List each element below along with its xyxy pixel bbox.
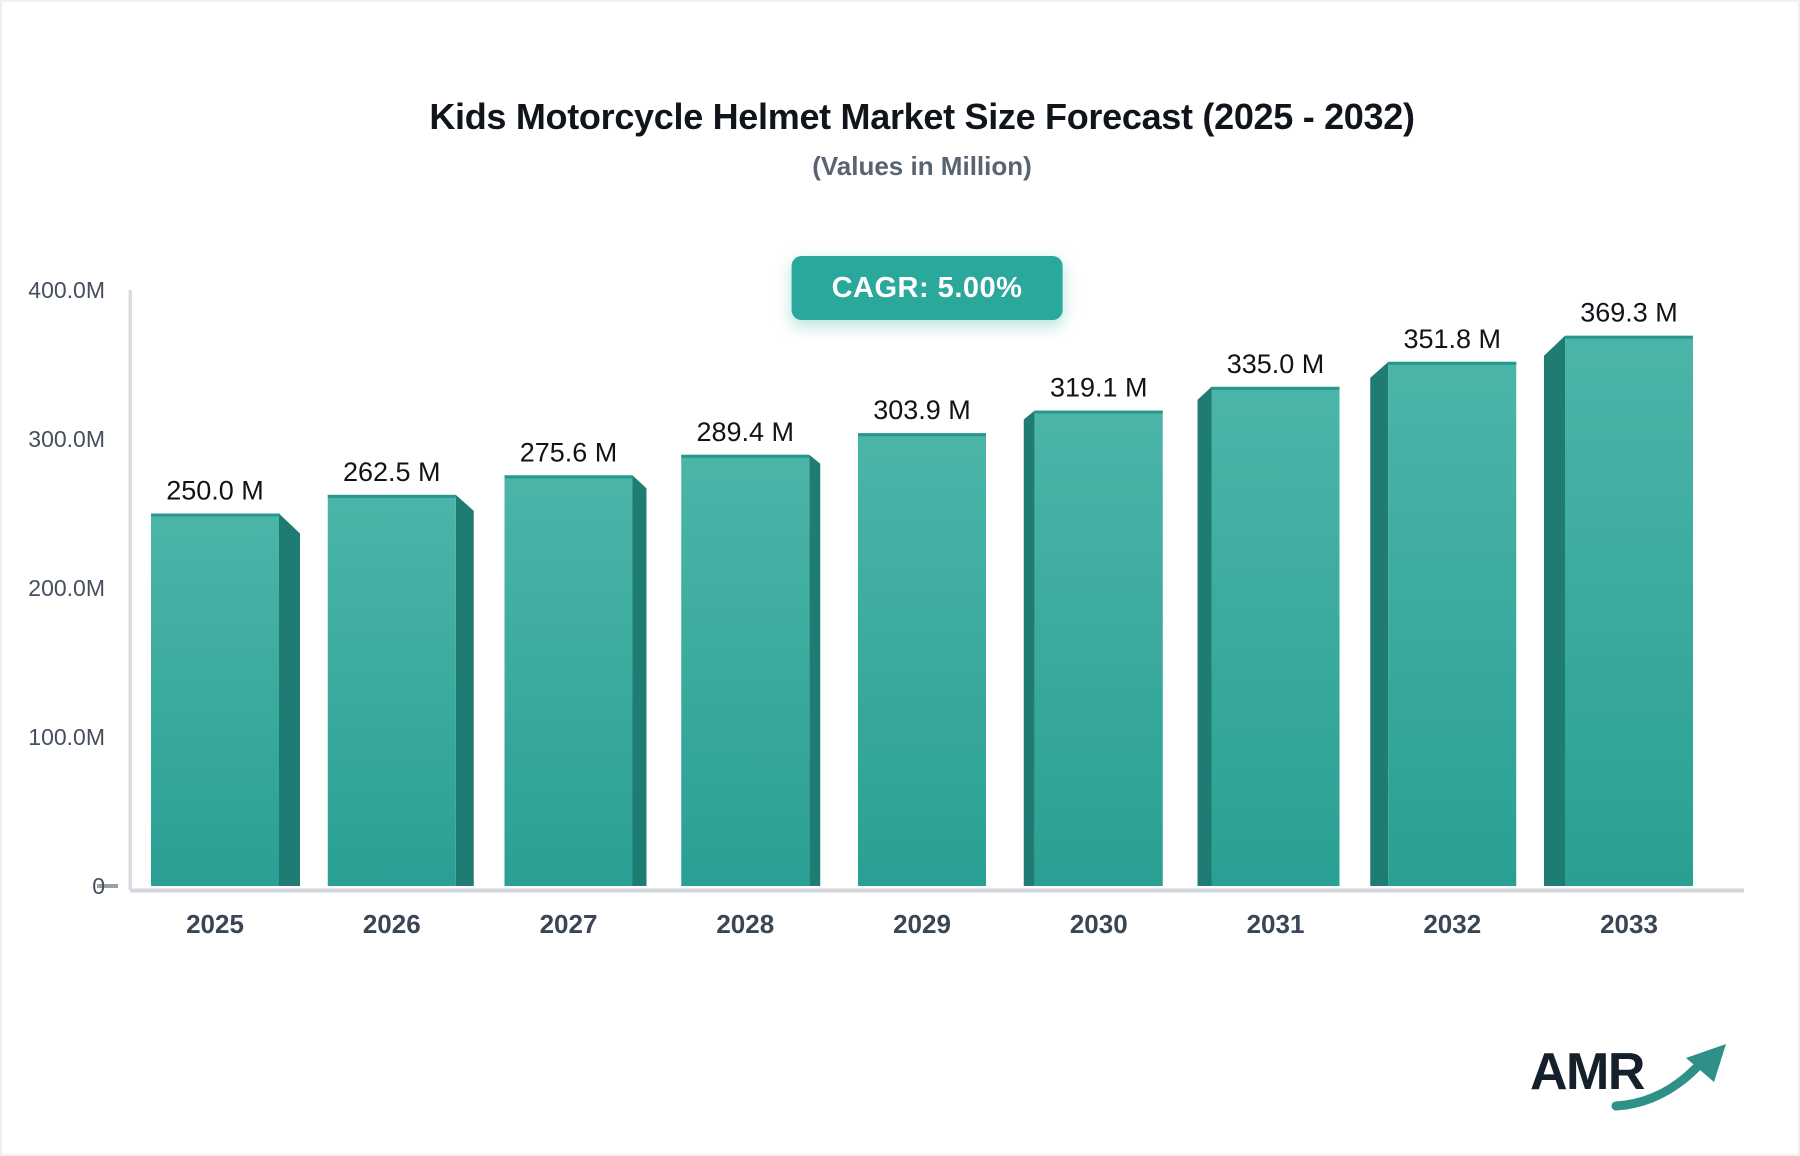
bar-2033: 369.3 M 2033 xyxy=(1544,298,1693,939)
x-tick-label-2025: 2025 xyxy=(186,909,244,939)
bar-value-label-2025: 250.0 M xyxy=(166,476,264,506)
bar-top-edge-2026 xyxy=(327,494,456,498)
bar-value-label-2028: 289.4 M xyxy=(696,417,794,447)
bar-front-face-2030 xyxy=(1034,410,1163,886)
bar-front-face-2029 xyxy=(858,433,986,886)
logo-text: AMR xyxy=(1530,1043,1645,1101)
bar-top-edge-2027 xyxy=(504,475,633,479)
bar-side-face-2025 xyxy=(279,513,300,886)
y-axis-line xyxy=(128,290,132,890)
bar-side-face-2027 xyxy=(632,475,647,886)
zero-tick-mark xyxy=(97,884,118,888)
bar-top-edge-2030 xyxy=(1034,410,1163,414)
bar-front-face-2032 xyxy=(1388,361,1517,886)
bar-2027: 275.6 M 2027 xyxy=(504,437,647,939)
bar-2031: 335.0 M 2031 xyxy=(1197,349,1340,939)
bar-front-face-2028 xyxy=(681,454,810,886)
bar-2029: 303.9 M 2029 xyxy=(858,395,986,939)
bar-top-edge-2025 xyxy=(151,513,279,517)
bar-side-face-2033 xyxy=(1544,335,1565,886)
y-tick-label-100.0M: 100.0M xyxy=(28,724,105,750)
bar-side-face-2028 xyxy=(809,454,821,886)
logo-growth-arrow-icon xyxy=(1611,1044,1726,1111)
x-tick-label-2030: 2030 xyxy=(1070,909,1128,939)
x-tick-label-2028: 2028 xyxy=(716,909,774,939)
bar-value-label-2032: 351.8 M xyxy=(1403,324,1501,354)
y-tick-label-400.0M: 400.0M xyxy=(28,277,105,303)
bar-top-edge-2032 xyxy=(1388,361,1517,365)
page-subtitle: (Values in Million) xyxy=(812,151,1032,181)
x-tick-label-2033: 2033 xyxy=(1600,909,1658,939)
bar-top-edge-2028 xyxy=(681,454,810,458)
bar-side-face-2026 xyxy=(455,494,474,886)
bar-top-edge-2031 xyxy=(1211,386,1340,390)
y-tick-label-200.0M: 200.0M xyxy=(28,575,105,601)
bar-2026: 262.5 M 2026 xyxy=(327,457,474,939)
bar-2025: 250.0 M 2025 xyxy=(151,476,300,939)
bar-top-edge-2033 xyxy=(1565,335,1693,339)
bar-2032: 351.8 M 2032 xyxy=(1370,324,1517,939)
bar-value-label-2026: 262.5 M xyxy=(343,457,441,487)
x-tick-label-2027: 2027 xyxy=(540,909,598,939)
bar-front-face-2033 xyxy=(1565,335,1693,886)
x-tick-label-2026: 2026 xyxy=(363,909,421,939)
page-title: Kids Motorcycle Helmet Market Size Forec… xyxy=(429,96,1415,137)
bar-side-face-2031 xyxy=(1197,386,1212,886)
y-tick-label-300.0M: 300.0M xyxy=(28,426,105,452)
x-axis-line xyxy=(130,888,1744,893)
bar-2030: 319.1 M 2030 xyxy=(1023,373,1163,939)
x-tick-label-2031: 2031 xyxy=(1247,909,1305,939)
bar-front-face-2025 xyxy=(151,513,279,886)
bar-front-face-2026 xyxy=(327,494,456,886)
bar-value-label-2033: 369.3 M xyxy=(1580,298,1678,328)
bar-front-face-2027 xyxy=(504,475,633,886)
bar-2028: 289.4 M 2028 xyxy=(681,417,821,939)
y-tick-label-0: 0 xyxy=(92,873,105,899)
cagr-badge: CAGR: 5.00% xyxy=(791,256,1063,320)
x-tick-label-2029: 2029 xyxy=(893,909,951,939)
x-tick-label-2032: 2032 xyxy=(1423,909,1481,939)
bar-front-face-2031 xyxy=(1211,386,1340,886)
bar-value-label-2031: 335.0 M xyxy=(1227,349,1325,379)
bar-value-label-2027: 275.6 M xyxy=(520,437,618,467)
bar-side-face-2032 xyxy=(1370,361,1389,886)
amr-logo: AMR xyxy=(1530,1036,1760,1131)
bar-value-label-2029: 303.9 M xyxy=(873,395,971,425)
bar-value-label-2030: 319.1 M xyxy=(1050,373,1148,403)
bar-top-edge-2029 xyxy=(858,433,986,437)
bar-side-face-2030 xyxy=(1023,410,1035,886)
